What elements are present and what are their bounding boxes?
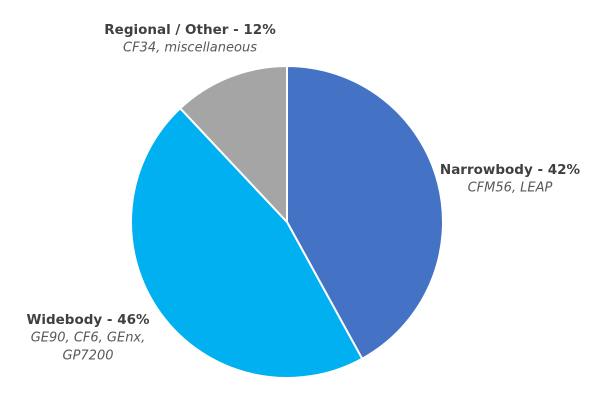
pie-slice (178, 64, 288, 225)
pie-slice (286, 64, 444, 361)
slice-description: GE90, CF6, GEnx, (31, 331, 146, 346)
slice-label: Widebody - 46% (26, 312, 150, 328)
slice-description: GP7200 (63, 349, 114, 364)
slice-description: CFM56, LEAP (468, 181, 553, 196)
slice-label: Regional / Other - 12% (104, 22, 276, 38)
pie-slice (130, 106, 364, 379)
slice-description: CF34, miscellaneous (123, 41, 257, 56)
slice-label: Narrowbody - 42% (440, 162, 581, 178)
